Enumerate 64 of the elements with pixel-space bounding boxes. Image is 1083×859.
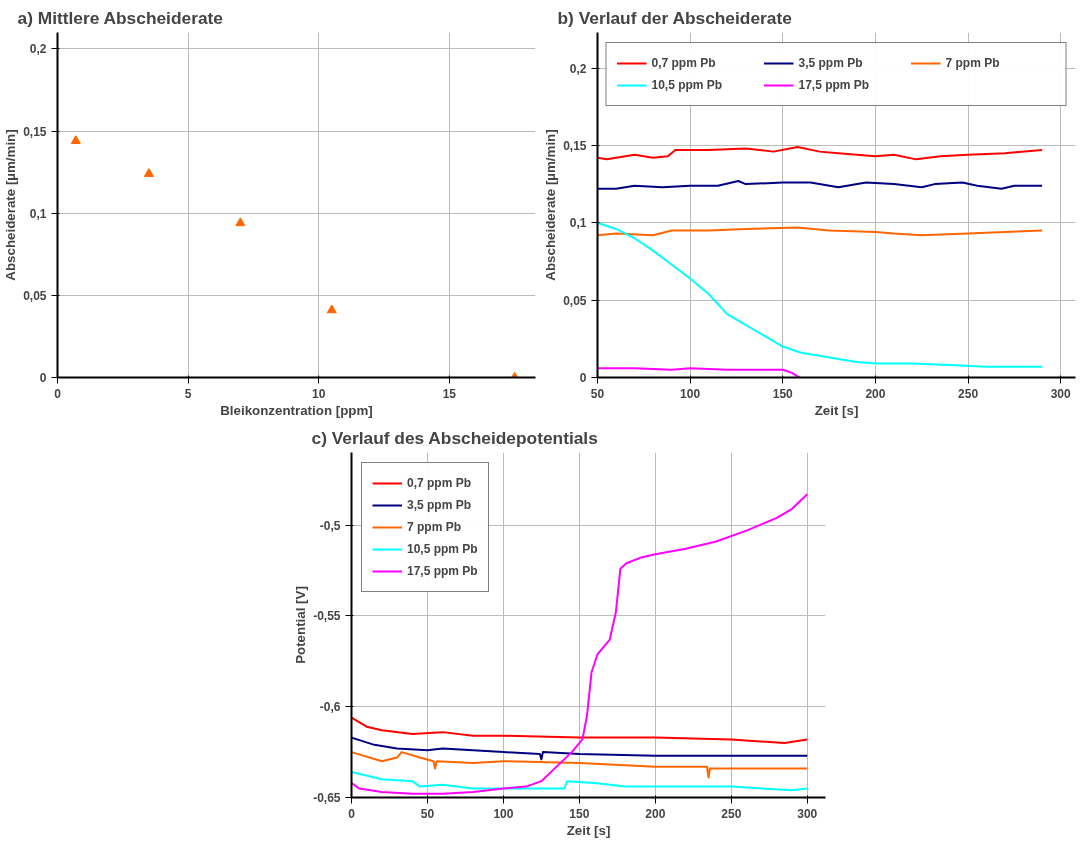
legend-label: 17,5 ppm Pb: [407, 564, 478, 578]
x-tick-label: 200: [645, 806, 666, 821]
legend-label: 7 ppm Pb: [407, 520, 462, 534]
y-tick-label: 0,2: [569, 61, 587, 76]
line-series: [597, 226, 1044, 237]
point: [70, 135, 81, 145]
legend-label: 0,7 ppm Pb: [407, 476, 472, 490]
x-tick-label: 250: [958, 386, 979, 401]
y-tick-label: 0,05: [23, 288, 47, 303]
legend-label: 3,5 ppm Pb: [407, 498, 472, 512]
y-tick-label: 0: [579, 371, 587, 385]
x-tick-label: 250: [721, 806, 742, 821]
chart-title: b) Verlauf der Abscheiderate: [557, 7, 793, 28]
x-axis-title: Zeit [s]: [566, 822, 611, 838]
legend-label: 0,7 ppm Pb: [651, 56, 717, 70]
x-tick-label: 300: [1050, 386, 1072, 401]
x-tick-label: 150: [569, 806, 590, 821]
y-tick-label: 0,05: [563, 293, 587, 308]
legend-label: 10,5 ppm Pb: [407, 542, 478, 556]
y-axis-title: Abscheiderate [µm/min]: [3, 129, 19, 281]
x-tick-label: 0: [348, 806, 356, 821]
x-axis-title: Zeit [s]: [814, 402, 859, 418]
line-series: [351, 493, 809, 795]
line-series: [597, 145, 1044, 161]
legend-label: 10,5 ppm Pb: [651, 78, 724, 92]
x-tick-label: 100: [493, 806, 514, 821]
x-tick-label: 150: [772, 386, 794, 401]
chart-title: c) Verlauf des Abscheidepotentials: [311, 427, 598, 448]
legend-label: 3,5 ppm Pb: [798, 56, 864, 70]
y-tick-label: 0,1: [569, 216, 587, 231]
legend-label: 17,5 ppm Pb: [798, 78, 871, 92]
y-axis-title: Abscheiderate [µm/min]: [543, 129, 559, 281]
legend-label: 7 ppm Pb: [945, 56, 1001, 70]
y-tick-label: 0,1: [29, 206, 47, 221]
line-series: [597, 221, 1044, 368]
x-tick-label: 300: [797, 806, 818, 821]
line-series: [351, 751, 809, 779]
y-tick-label: 0,15: [563, 138, 587, 153]
x-tick-label: 5: [184, 386, 192, 401]
x-axis-title: Bleikonzentration [ppm]: [220, 402, 373, 418]
x-tick-label: 50: [590, 386, 605, 401]
y-tick-label: -0,6: [319, 700, 341, 715]
x-tick-label: 200: [865, 386, 886, 401]
x-tick-label: 100: [680, 386, 701, 401]
line-series: [597, 367, 801, 378]
x-tick-label: 0: [54, 386, 62, 401]
line-series: [597, 180, 1044, 190]
line-series: [351, 716, 809, 745]
chart-title: a) Mittlere Abscheiderate: [17, 7, 224, 28]
point: [326, 304, 337, 314]
y-tick-label: -0,55: [313, 609, 341, 624]
line-series: [351, 736, 809, 761]
y-tick-label: -0,5: [319, 518, 341, 533]
point: [235, 217, 246, 227]
point: [143, 168, 154, 177]
line-series: [351, 771, 809, 792]
x-tick-label: 10: [312, 386, 326, 401]
y-tick-label: 0,2: [29, 42, 47, 57]
y-axis-title: Potential [V]: [293, 586, 309, 664]
y-tick-label: 0,15: [23, 124, 47, 139]
x-tick-label: 50: [420, 806, 435, 821]
x-tick-label: 15: [442, 386, 457, 401]
y-tick-label: 0: [39, 371, 47, 385]
y-tick-label: -0,65: [313, 791, 341, 805]
